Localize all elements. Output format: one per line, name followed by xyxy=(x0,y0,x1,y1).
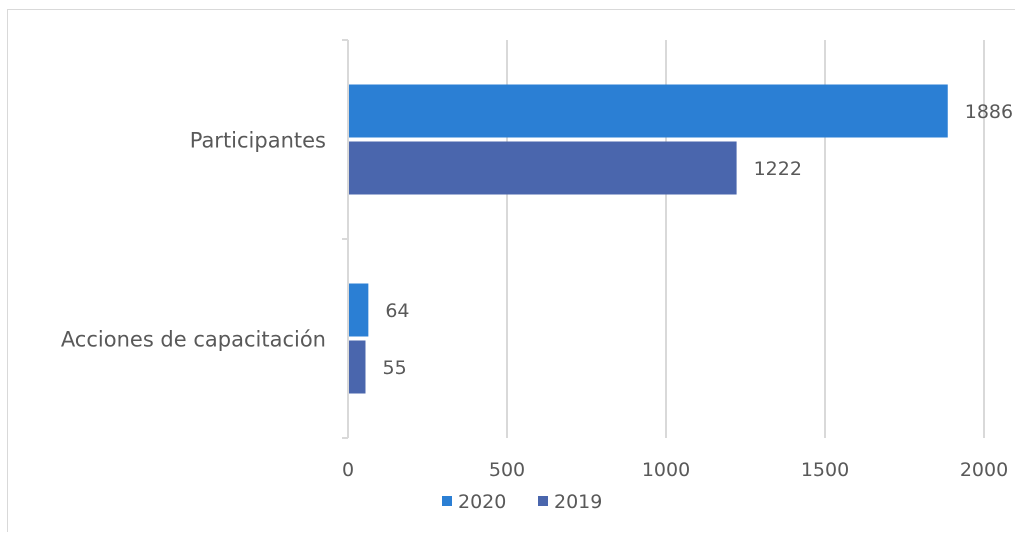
bar-2019-1 xyxy=(349,340,366,394)
data-labels: 1886 1222 64 55 xyxy=(382,101,1013,379)
bar-2019-0 xyxy=(349,141,737,195)
x-tick-label: 1500 xyxy=(801,459,849,481)
data-label: 64 xyxy=(385,300,409,322)
x-axis-ticks: 0 500 1000 1500 2000 xyxy=(342,459,1008,481)
bar-2020-1 xyxy=(349,283,369,337)
legend-swatch xyxy=(442,496,452,506)
legend-label: 2019 xyxy=(554,491,602,513)
bars xyxy=(349,84,948,394)
x-tick-label: 1000 xyxy=(642,459,690,481)
data-label: 1886 xyxy=(965,101,1013,123)
legend: 2020 2019 xyxy=(442,491,602,513)
x-tick-label: 500 xyxy=(489,459,525,481)
data-label: 55 xyxy=(382,357,406,379)
legend-swatch xyxy=(538,496,548,506)
category-label: Participantes xyxy=(190,129,326,153)
x-tick-label: 2000 xyxy=(960,459,1008,481)
category-labels: Participantes Acciones de capacitación xyxy=(61,129,326,352)
x-tick-label: 0 xyxy=(342,459,354,481)
data-label: 1222 xyxy=(754,158,802,180)
legend-label: 2020 xyxy=(458,491,506,513)
category-axis xyxy=(342,39,349,439)
bar-2020-0 xyxy=(349,84,948,138)
chart-frame xyxy=(7,9,1015,532)
category-label: Acciones de capacitación xyxy=(61,328,326,352)
